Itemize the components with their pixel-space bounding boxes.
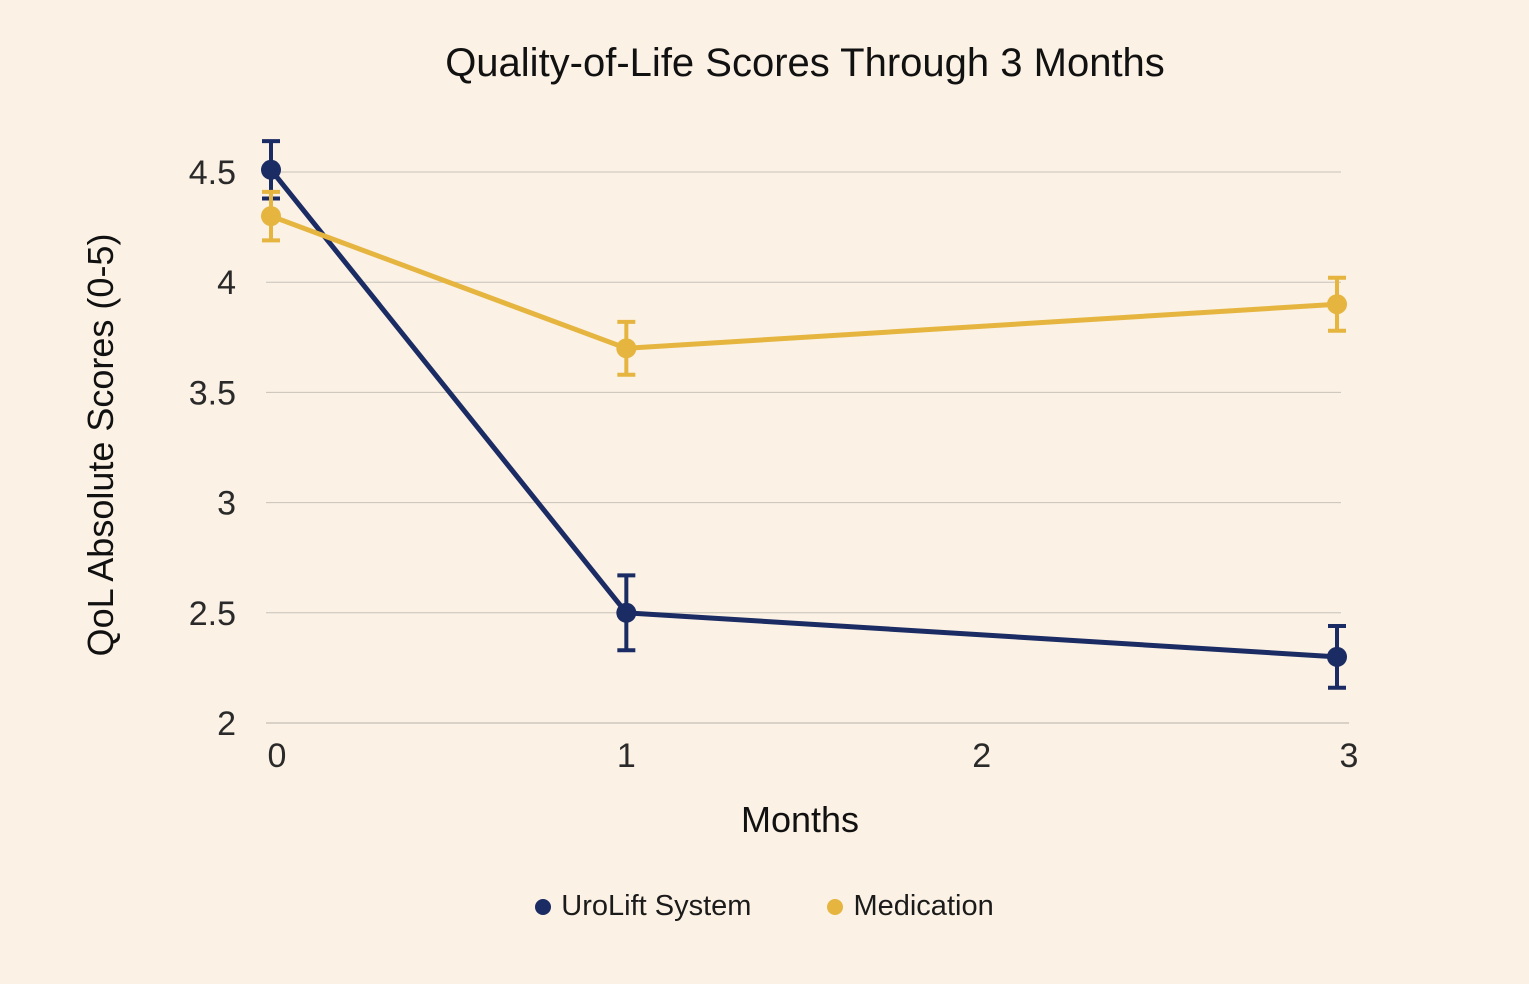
legend: UroLift System Medication [0, 890, 1529, 923]
x-axis-label: Months [741, 799, 859, 840]
y-tick-label: 3.5 [189, 374, 236, 412]
data-point [616, 338, 637, 359]
x-ticks: 0 1 2 3 [268, 737, 1359, 775]
legend-label-urolift: UroLift System [561, 890, 752, 922]
x-tick-label: 0 [268, 737, 287, 775]
series [261, 139, 1347, 690]
data-point [261, 206, 281, 227]
series-0 [261, 139, 1347, 690]
legend-swatch-medication [827, 898, 844, 915]
data-point [261, 159, 281, 180]
y-ticks: 2 2.5 3 3.5 4 4.5 [189, 154, 236, 743]
y-tick-label: 4 [217, 264, 236, 302]
legend-swatch-urolift [535, 898, 552, 915]
legend-label-medication: Medication [853, 890, 994, 922]
x-tick-label: 3 [1340, 737, 1359, 775]
y-tick-label: 3 [217, 485, 236, 523]
data-point [1327, 294, 1347, 315]
legend-item-urolift: UroLift System [535, 890, 751, 923]
y-tick-label: 4.5 [189, 154, 236, 192]
x-tick-label: 2 [972, 737, 991, 775]
grid [266, 171, 1349, 724]
legend-item-medication: Medication [827, 890, 994, 923]
data-point [1327, 646, 1347, 667]
data-point [616, 602, 637, 623]
series-1 [261, 189, 1347, 377]
series-line [268, 167, 1340, 660]
y-tick-label: 2.5 [189, 595, 236, 633]
chart-title: Quality-of-Life Scores Through 3 Months [445, 41, 1165, 85]
y-axis-label: QoL Absolute Scores (0-5) [80, 234, 121, 657]
y-tick-label: 2 [217, 705, 236, 743]
x-tick-label: 1 [617, 737, 636, 775]
